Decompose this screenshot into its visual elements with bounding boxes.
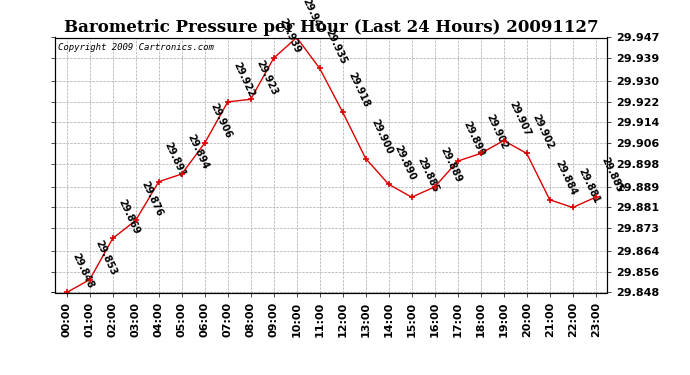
Text: Copyright 2009 Cartronics.com: Copyright 2009 Cartronics.com xyxy=(58,43,214,52)
Text: 29.899: 29.899 xyxy=(462,120,487,158)
Text: 29.885: 29.885 xyxy=(600,156,625,194)
Text: 29.890: 29.890 xyxy=(393,143,418,182)
Text: 29.853: 29.853 xyxy=(94,238,119,277)
Text: 29.935: 29.935 xyxy=(324,27,348,66)
Text: 29.891: 29.891 xyxy=(163,141,188,179)
Text: 29.900: 29.900 xyxy=(370,118,395,156)
Text: 29.906: 29.906 xyxy=(209,102,234,140)
Text: 29.876: 29.876 xyxy=(140,179,165,218)
Text: 29.939: 29.939 xyxy=(278,17,303,56)
Text: 29.922: 29.922 xyxy=(232,61,257,99)
Text: 29.902: 29.902 xyxy=(531,112,555,151)
Text: 29.918: 29.918 xyxy=(347,71,372,110)
Text: 29.923: 29.923 xyxy=(255,58,279,96)
Text: 29.881: 29.881 xyxy=(577,166,602,205)
Title: Barometric Pressure per Hour (Last 24 Hours) 20091127: Barometric Pressure per Hour (Last 24 Ho… xyxy=(64,19,598,36)
Text: 29.869: 29.869 xyxy=(117,197,142,236)
Text: 29.848: 29.848 xyxy=(71,251,96,290)
Text: 29.947: 29.947 xyxy=(301,0,326,35)
Text: 29.902: 29.902 xyxy=(485,112,510,151)
Text: 29.884: 29.884 xyxy=(554,159,579,197)
Text: 29.894: 29.894 xyxy=(186,133,211,171)
Text: 29.889: 29.889 xyxy=(439,146,464,184)
Text: 29.907: 29.907 xyxy=(508,99,533,138)
Text: 29.885: 29.885 xyxy=(416,156,441,194)
